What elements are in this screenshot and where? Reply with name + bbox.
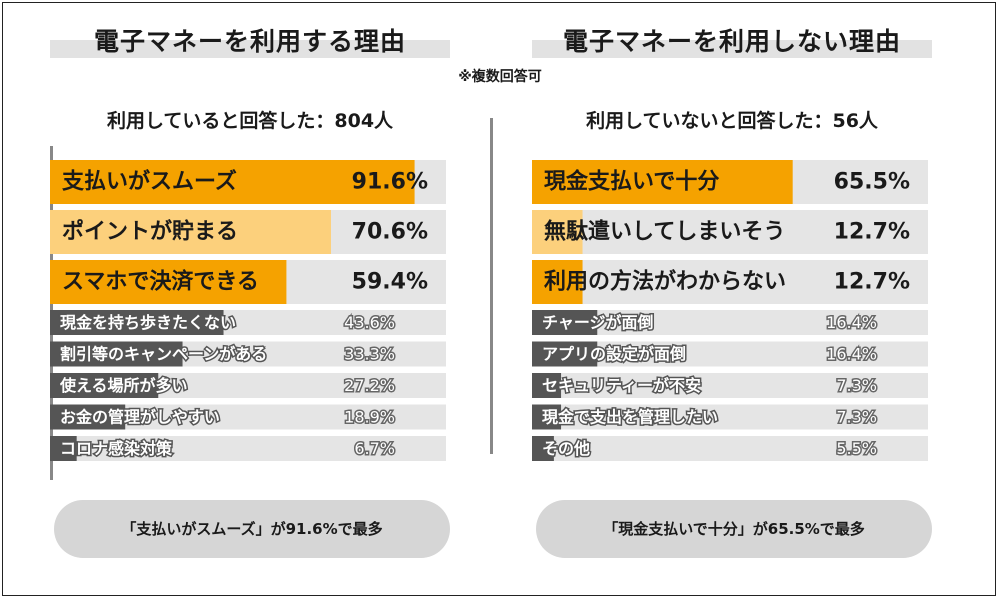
category-label: 使える場所が多い — [59, 376, 188, 395]
value-label: 12.7% — [834, 270, 910, 295]
category-label: 利用の方法がわからない — [544, 269, 786, 295]
respondent-count: 利用していないと回答した：56人 — [586, 110, 878, 132]
bar — [50, 310, 224, 335]
value-label: 5.5% — [836, 439, 877, 458]
bar-track — [532, 210, 928, 254]
bar — [50, 341, 183, 367]
value-label: 16.4% — [826, 345, 877, 364]
title-band — [532, 40, 932, 58]
title-band — [50, 40, 450, 58]
bar — [50, 404, 126, 430]
bar — [50, 160, 415, 204]
bar — [532, 373, 562, 398]
category-label: 現金支払いで十分 — [544, 169, 719, 195]
bar — [50, 436, 77, 461]
category-label: 支払いがスムーズ — [62, 169, 237, 195]
bar — [532, 210, 583, 254]
bar — [532, 404, 562, 430]
summary-pill: 「支払いがスムーズ」が91.6%で最多 — [54, 500, 450, 558]
bar-track — [532, 341, 928, 367]
value-label: 7.3% — [836, 408, 877, 427]
bar-track — [532, 373, 928, 398]
bar-track — [532, 310, 928, 335]
reasons-for-using-panel: 電子マネーを利用する理由 利用していると回答した：804人 支払いがスムーズ 91… — [50, 0, 450, 600]
respondent-count: 利用していると回答した：804人 — [106, 110, 394, 132]
bar — [532, 260, 583, 304]
chart-title: 電子マネーを利用する理由 — [93, 27, 406, 56]
category-label: 無駄遣いしてしまいそう — [544, 219, 785, 245]
value-label: 59.4% — [352, 270, 428, 295]
category-label: セキュリティーが不安 — [542, 376, 701, 395]
category-label: 現金を持ち歩きたくない — [60, 313, 236, 332]
value-label: 91.6% — [352, 170, 428, 195]
value-label: 70.6% — [352, 220, 428, 245]
category-label: 割引等のキャンペーンがある — [60, 345, 267, 364]
panel-divider — [490, 118, 493, 454]
bar-track — [532, 260, 928, 304]
chart-title: 電子マネーを利用しない理由 — [562, 27, 901, 56]
category-label: チャージが面倒 — [542, 313, 654, 332]
category-label: ポイントが貯まる — [62, 219, 238, 245]
category-label: その他 — [542, 439, 590, 458]
value-label: 7.3% — [836, 376, 877, 395]
bar-track — [532, 404, 928, 430]
bar — [532, 310, 598, 335]
bar — [532, 341, 598, 367]
bar — [50, 373, 159, 398]
bar-chart-not-using: 現金支払いで十分 65.5% 無駄遣いしてしまいそう 12.7% 利用の方法がわからない… — [532, 160, 928, 461]
value-label: 12.7% — [834, 220, 910, 245]
value-label: 16.4% — [826, 313, 877, 332]
category-label: アプリの設定が面倒 — [542, 345, 686, 364]
bar — [532, 160, 793, 204]
summary-pill: 「現金支払いで十分」が65.5%で最多 — [536, 500, 932, 558]
value-label: 43.6% — [344, 313, 395, 332]
multiple-answer-note: ※複数回答可 — [458, 69, 542, 85]
value-label: 27.2% — [344, 376, 395, 395]
bar — [532, 436, 554, 461]
reasons-for-not-using-panel: 電子マネーを利用しない理由 利用していないと回答した：56人 現金支払いで十分 6… — [532, 0, 932, 600]
value-label: 33.3% — [344, 345, 395, 364]
bar-chart-using: 支払いがスムーズ 91.6% ポイントが貯まる 70.6% スマホで決済できる 59.4%… — [50, 160, 446, 461]
category-label: コロナ感染対策 — [60, 439, 173, 458]
value-label: 6.7% — [354, 439, 395, 458]
bar-track — [532, 436, 928, 461]
value-label: 65.5% — [834, 170, 910, 195]
category-label: 現金で支出を管理したい — [542, 408, 718, 427]
value-label: 18.9% — [344, 408, 395, 427]
bar — [50, 210, 331, 254]
bar-track — [50, 436, 446, 461]
bar — [50, 260, 287, 304]
category-label: スマホで決済できる — [62, 269, 259, 295]
category-label: お金の管理がしやすい — [60, 408, 220, 427]
